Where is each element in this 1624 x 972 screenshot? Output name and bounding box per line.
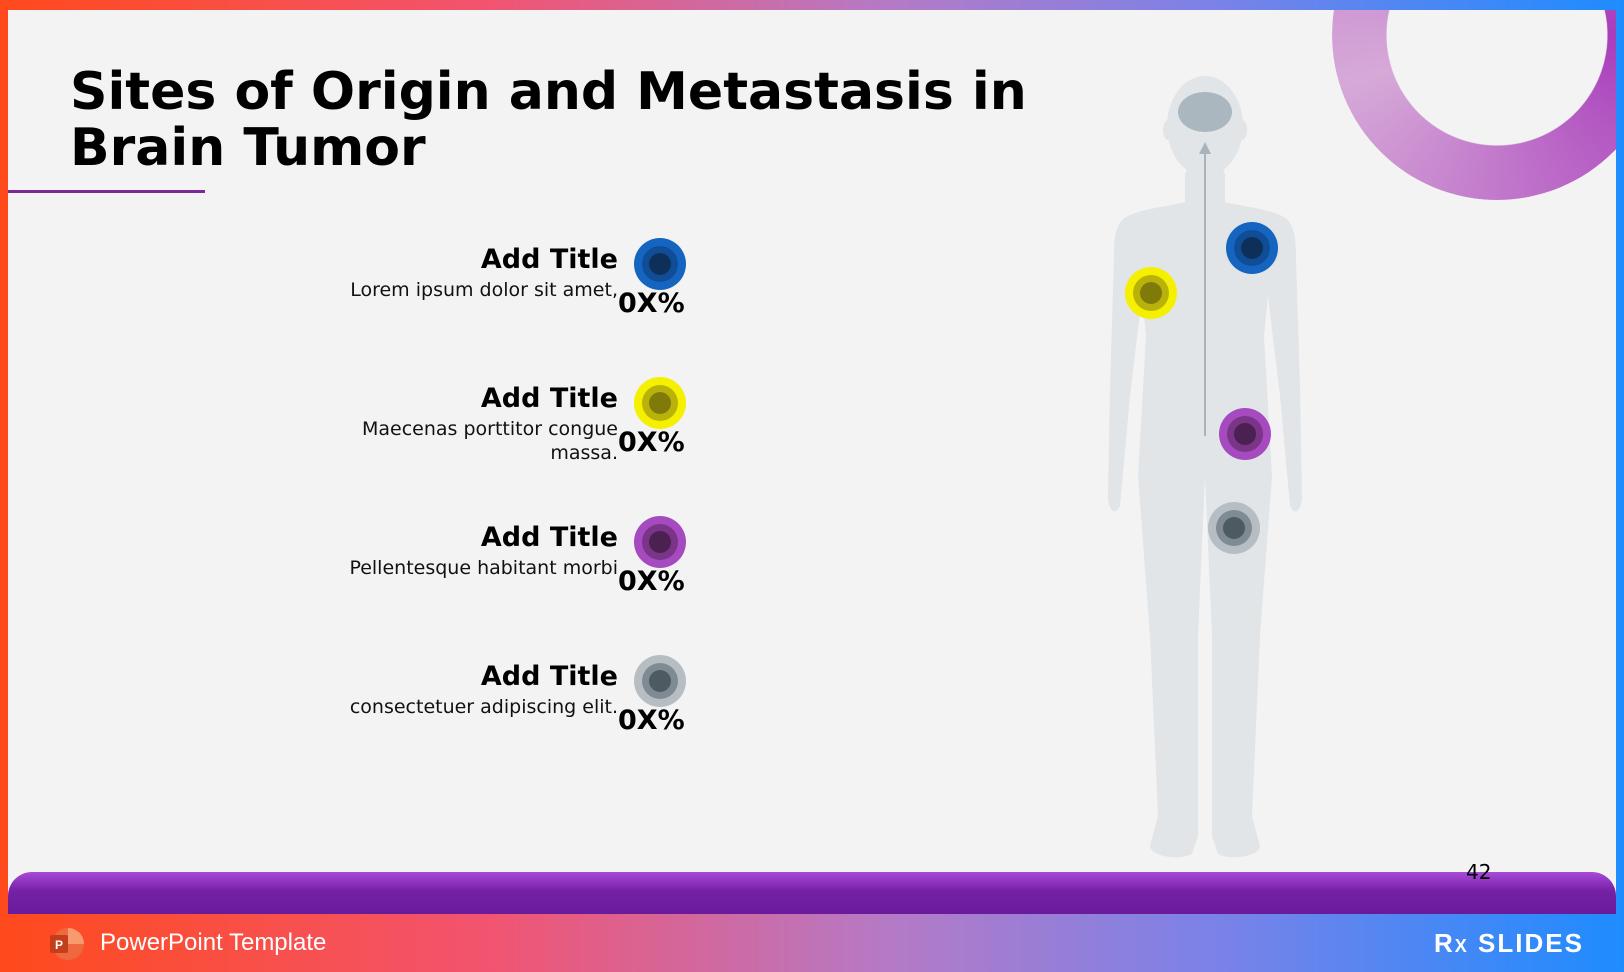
list-item: Add Title Pellentesque habitant morbi 0X… [248, 516, 718, 632]
footer-label: PowerPoint Template [100, 929, 327, 956]
target-dot-icon [634, 377, 686, 429]
brand-logo: RX SLIDES [1434, 928, 1584, 958]
slide-canvas: Sites of Origin and Metastasis in Brain … [8, 10, 1616, 914]
footer: P PowerPoint Template RX SLIDES [0, 914, 1624, 972]
svg-text:P: P [55, 938, 63, 952]
item-percent: 0X% [618, 288, 685, 319]
bottom-accent-bar [8, 872, 1616, 914]
item-percent: 0X% [618, 705, 685, 736]
item-description: Pellentesque habitant morbi [349, 557, 618, 579]
list-item: Add Title consectetuer adipiscing elit. … [248, 655, 718, 771]
powerpoint-icon: P [50, 928, 84, 960]
title-underline [8, 190, 205, 193]
item-title: Add Title [480, 661, 618, 692]
item-title: Add Title [480, 522, 618, 553]
list-item: Add Title Maecenas porttitor congue mass… [248, 377, 718, 493]
decorative-ring [1332, 10, 1616, 200]
page-number: 42 [1466, 860, 1492, 884]
item-percent: 0X% [618, 566, 685, 597]
human-body-illustration [1108, 76, 1302, 858]
item-description: consectetuer adipiscing elit. [349, 696, 618, 718]
item-description: Maecenas porttitor congue massa. [362, 418, 618, 464]
target-dot-icon [634, 516, 686, 568]
target-dot-icon [634, 238, 686, 290]
item-title: Add Title [480, 383, 618, 414]
item-title: Add Title [480, 244, 618, 275]
list-item: Add Title Lorem ipsum dolor sit amet, 0X… [248, 238, 718, 354]
slide-title: Sites of Origin and Metastasis in Brain … [70, 62, 1027, 178]
target-dot-icon [634, 655, 686, 707]
item-percent: 0X% [618, 427, 685, 458]
item-description: Lorem ipsum dolor sit amet, [350, 279, 618, 301]
